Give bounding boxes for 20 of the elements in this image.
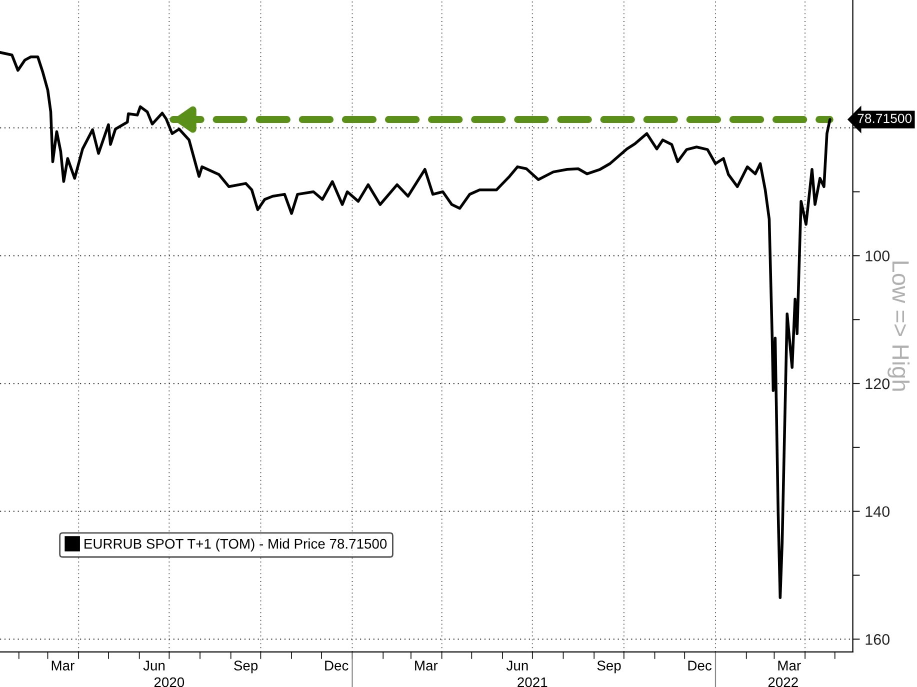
x-tick-label: Dec — [325, 660, 348, 670]
y-tick-label: 100 — [866, 250, 890, 262]
y-tick-label: 160 — [866, 634, 890, 645]
x-tick-label: Mar — [52, 660, 74, 670]
x-tick-label: Mar — [415, 660, 438, 670]
annotation: 78.71500 — [858, 114, 912, 124]
x2-tick-label: 2020 — [154, 677, 184, 687]
x-tick-label: Sep — [234, 660, 258, 674]
x-tick-label: Jun — [143, 660, 165, 670]
y-tick-label: 140 — [866, 506, 890, 518]
legend-label: EURRUB SPOT T+1 (TOM) - Mid Price 78.71500 — [84, 538, 387, 552]
line-series — [0, 51, 832, 600]
x-tick-label: Sep — [597, 660, 621, 674]
x-tick-label: Dec — [688, 660, 712, 670]
x2-tick-label: 2021 — [518, 677, 548, 687]
x-tick-label: Jun — [506, 660, 528, 670]
y-axis-title: Low => High — [888, 262, 910, 391]
x2-tick-label: 2022 — [768, 677, 798, 687]
y-tick-label: 120 — [866, 378, 890, 390]
x-tick-label: Mar — [778, 660, 801, 670]
